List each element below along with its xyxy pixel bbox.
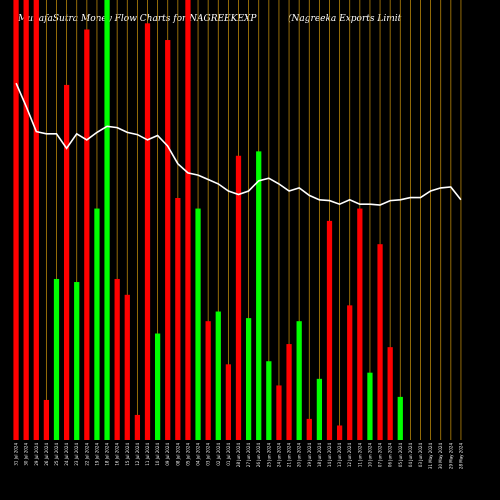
x-tick-label: 11 Jul 2024: [145, 443, 150, 466]
x-tick-label: 07 Jun 2024: [378, 443, 383, 468]
x-tick-label: 13 Jun 2024: [337, 443, 342, 468]
x-tick-label: 24 Jul 2024: [64, 443, 69, 466]
x-tick-label: 20 Jun 2024: [297, 443, 302, 468]
bar-up: [296, 321, 302, 440]
x-tick-label: 18 Jul 2024: [105, 443, 110, 466]
bar-up: [154, 333, 161, 440]
bar-down: [276, 385, 282, 440]
x-tick-label: 10 Jul 2024: [155, 443, 160, 466]
x-tick-label: 10 Jun 2024: [367, 443, 372, 468]
x-tick-label: 22 Jul 2024: [84, 443, 89, 466]
x-axis-ticks: 31 Jul 2024 30 Jul 2024 29 Jul 2024 26 Jul …: [14, 443, 464, 470]
x-tick-label: 02 Jul 2024: [216, 443, 221, 466]
x-tick-label: 16 Jul 2024: [115, 443, 120, 466]
x-tick-label: 25 Jul 2024: [54, 443, 59, 466]
bar-down: [225, 364, 232, 440]
bar-up: [256, 151, 262, 441]
x-tick-label: 05 Jul 2024: [185, 443, 190, 466]
x-tick-label: 25 Jun 2024: [266, 443, 271, 468]
money-flow-line-path: [15, 82, 462, 206]
x-tick-label: 18 Jun 2024: [317, 443, 322, 468]
x-tick-label: 19 Jul 2024: [94, 443, 99, 466]
x-tick-label: 03 Jun 2024: [418, 443, 423, 468]
bar-up: [266, 361, 272, 440]
x-tick-label: 26 Jul 2024: [44, 443, 49, 466]
bar-up: [74, 282, 80, 440]
bar-down: [63, 84, 70, 441]
x-tick-label: 29 Jul 2024: [34, 443, 39, 466]
bar-down: [387, 347, 393, 440]
x-tick-label: 30 May 2024: [438, 443, 443, 470]
bar-up: [367, 372, 373, 440]
bar-up: [195, 208, 201, 440]
x-tick-label: 09 Jul 2024: [165, 443, 170, 466]
bar-down: [144, 23, 151, 440]
bar-down: [377, 244, 383, 440]
bar-up: [215, 311, 221, 440]
x-tick-label: 01 Jul 2024: [226, 443, 231, 466]
bar-down: [326, 220, 333, 440]
x-tick-label: 26 Jun 2024: [256, 443, 261, 468]
bar-down: [347, 305, 353, 440]
bar-down: [357, 208, 363, 440]
x-tick-label: 28 Jun 2024: [236, 443, 241, 468]
x-tick-label: 19 Jun 2024: [307, 443, 312, 468]
bar-up: [397, 396, 403, 440]
x-tick-label: 11 Jun 2024: [357, 443, 362, 468]
bar-up: [53, 278, 60, 440]
bar-down: [205, 321, 211, 440]
x-tick-label: 24 Jun 2024: [276, 443, 281, 468]
x-tick-label: 21 Jun 2024: [287, 443, 292, 468]
bar-down: [336, 425, 343, 440]
bar-down: [13, 0, 19, 440]
bar-down: [124, 294, 130, 440]
bar-up: [104, 0, 110, 440]
bar-down: [165, 40, 171, 440]
x-tick-label: 30 Jul 2024: [24, 443, 29, 466]
bars: [13, 0, 403, 441]
x-tick-label: 15 Jul 2024: [125, 443, 130, 466]
money-flow-line: [15, 82, 462, 206]
x-tick-label: 04 Jun 2024: [408, 443, 413, 468]
bar-down: [235, 155, 242, 440]
bar-down: [23, 0, 29, 440]
x-tick-label: 29 May 2024: [448, 443, 453, 470]
bar-up: [316, 378, 323, 440]
bar-down: [306, 418, 312, 440]
x-tick-label: 31 Jul 2024: [14, 443, 19, 466]
bar-down: [114, 278, 120, 440]
bar-down: [134, 414, 141, 440]
bar-up: [245, 318, 252, 440]
x-tick-label: 12 Jun 2024: [347, 443, 352, 468]
x-tick-label: 23 Jul 2024: [74, 443, 79, 466]
bar-up: [94, 208, 100, 440]
x-tick-label: 14 Jun 2024: [327, 443, 332, 468]
x-tick-label: 28 May 2024: [458, 443, 463, 470]
x-tick-label: 31 May 2024: [428, 443, 433, 470]
x-tick-label: 12 Jul 2024: [135, 443, 140, 466]
bar-down: [175, 198, 181, 440]
x-tick-label: 06 Jun 2024: [388, 443, 393, 468]
chart-title-company: (Nagreeka Exports Limit: [288, 14, 402, 24]
bar-down: [286, 344, 292, 440]
x-tick-label: 05 Jun 2024: [398, 443, 403, 468]
bar-down: [84, 29, 90, 440]
x-tick-label: 03 Jul 2024: [206, 443, 211, 466]
x-tick-label: 04 Jul 2024: [196, 443, 201, 466]
bar-down: [43, 399, 50, 440]
bar-down: [33, 0, 39, 440]
x-tick-label: 27 Jun 2024: [246, 443, 251, 468]
x-tick-label: 08 Jul 2024: [175, 443, 180, 466]
bar-down: [185, 0, 191, 440]
